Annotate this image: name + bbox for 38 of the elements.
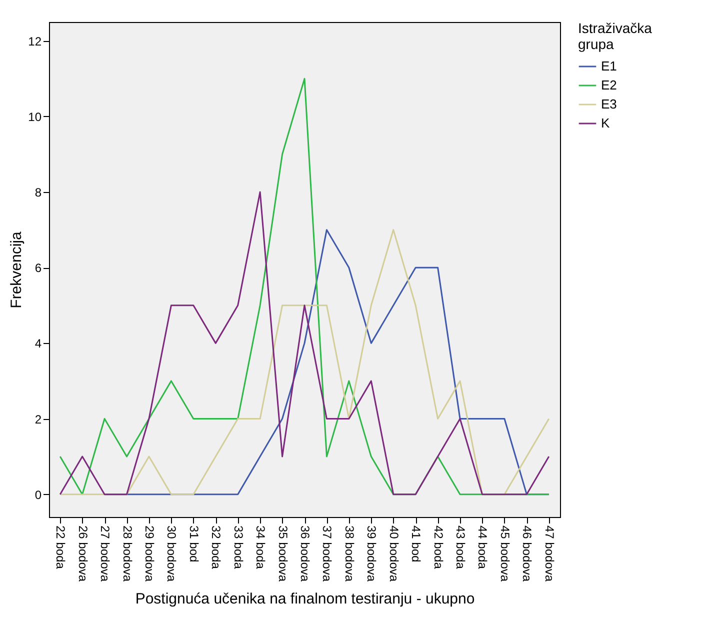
- x-tick-label: 47 bodova: [542, 526, 556, 582]
- y-tick-label: 12: [28, 34, 42, 48]
- x-tick-label: 27 bodova: [98, 526, 112, 582]
- y-tick-label: 0: [34, 488, 42, 502]
- x-tick-label: 43 boda: [454, 526, 468, 570]
- x-tick-label: 39 bodova: [364, 526, 379, 582]
- x-tick-label: 37 bodova: [320, 526, 334, 582]
- y-tick-label: 8: [34, 186, 42, 200]
- x-tick-label: 32 boda: [209, 526, 224, 570]
- y-tick-label: 10: [28, 110, 42, 124]
- x-tick-label: 38 bodova: [342, 526, 356, 582]
- x-tick-label: 41 bod: [409, 526, 424, 562]
- x-tick-label: 40 bodova: [386, 526, 401, 582]
- legend-label: K: [601, 116, 610, 130]
- x-tick-label: 34 boda: [254, 526, 268, 570]
- legend-label: E3: [601, 96, 617, 112]
- legend-label: E2: [601, 78, 617, 92]
- x-axis-title: Postignuća učenika na finalnom testiranju - ukupno: [135, 590, 475, 608]
- x-tick-label: 46 bodova: [520, 526, 534, 582]
- x-tick-label: 26 bodova: [76, 526, 90, 582]
- y-tick-label: 2: [34, 412, 42, 426]
- x-tick-label: 28 bodova: [120, 526, 134, 582]
- x-tick-label: 36 bodova: [298, 526, 312, 582]
- line-series: [59, 78, 550, 496]
- y-tick-label: 4: [34, 336, 42, 351]
- legend-title: Istraživačka grupa: [578, 20, 652, 52]
- x-tick-label: 33 boda: [231, 526, 246, 570]
- x-tick-label: 42 boda: [431, 526, 446, 570]
- x-tick-label: 45 bodova: [498, 526, 512, 582]
- x-tick-label: 31 bod: [186, 526, 201, 562]
- x-tick-label: 29 bodova: [142, 526, 156, 582]
- x-tick-label: 22 boda: [54, 526, 68, 570]
- x-tick-label: 44 boda: [476, 526, 490, 570]
- y-axis-title: Frekvencija: [8, 231, 26, 308]
- legend-label: E1: [601, 58, 617, 74]
- x-tick-label: 30 bodova: [164, 526, 179, 582]
- x-tick-label: 35 bodova: [276, 526, 290, 582]
- y-tick-label: 6: [34, 261, 42, 276]
